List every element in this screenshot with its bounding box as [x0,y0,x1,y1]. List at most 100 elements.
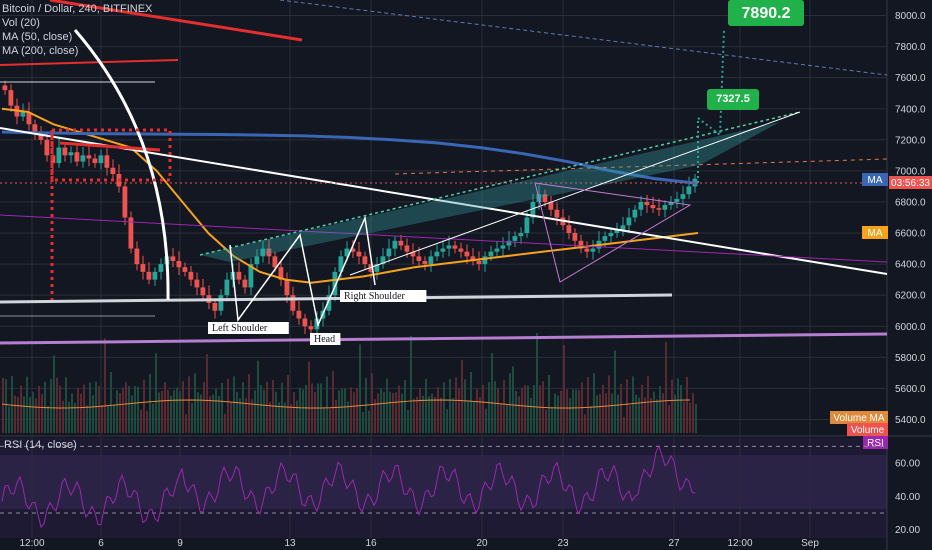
candle-body [86,155,92,159]
candle-body [626,217,632,226]
indicator-ma200[interactable]: MA (200, close) [2,45,79,57]
price-tick-label: 7600.0 [895,73,926,84]
volume-bar [329,408,331,433]
volume-bar [53,355,55,433]
volume-bar [212,394,214,433]
volume-bar [461,359,463,433]
candle-body [170,256,176,261]
volume-bar [326,376,328,433]
volume-bar [527,385,529,433]
volume-bar [185,414,187,433]
candle-body [440,248,446,252]
time-tick-label: 27 [668,538,680,549]
candle-body [572,233,578,241]
candle-body [416,256,422,261]
volume-bar [605,393,607,433]
candle-body [584,248,590,252]
candle-body [494,248,500,252]
volume-bar [647,376,649,433]
volume-bar [644,397,646,433]
rsi-badge: RSI [867,438,884,449]
volume-bar [353,392,355,433]
label-left-shoulder-box [208,322,289,334]
candle-body [338,256,344,272]
candle-body [398,240,404,246]
volume-bar [611,393,613,433]
volume-bar [566,389,568,433]
volume-bar [281,382,283,433]
candle-body [146,271,152,280]
volume-bar [506,404,508,433]
volume-bar [203,382,205,433]
candle-body [668,201,674,206]
pink-triangle [534,182,692,283]
candle-body [308,326,314,330]
time-tick-label: 12:00 [19,538,44,549]
volume-bar [650,398,652,433]
volume-bar [164,382,166,433]
candle-body [506,240,512,246]
volume-bar [275,391,277,433]
candle-body [380,256,386,265]
candle-body [452,245,458,249]
price-pane-bg [0,0,887,435]
candle-body [488,251,494,257]
volume-bar [692,393,694,433]
target-high-label-box [728,0,804,26]
volume-bar [77,388,79,433]
head-shoulders-pattern [229,215,376,328]
time-tick-label: Sep [801,538,819,549]
volume-bar [149,374,151,433]
volume-bar [467,400,469,433]
volume-bar [95,381,97,433]
chart-legend: Bitcoin / Dollar, 240, BITFINEX Vol (20)… [2,2,152,58]
time-tick-label: 12:00 [727,538,752,549]
price-tick-label: 6000.0 [895,322,926,333]
volume-ma-badge: Volume MA [833,413,884,424]
chart-title: Bitcoin / Dollar, 240, BITFINEX [2,3,153,15]
volume-bar [80,393,82,433]
volume-bar [158,392,160,433]
wedge-lower-line [349,111,801,276]
volume-bar [413,398,415,433]
candle-body [80,155,86,162]
price-tick-label: 7400.0 [895,104,926,115]
candle-body [428,256,434,265]
volume-bar [59,385,61,433]
price-tick-label: 6200.0 [895,291,926,302]
candle-body [350,248,356,252]
volume-bar [626,379,628,433]
rsi-label[interactable]: RSI (14, close) [4,439,77,451]
volume-bar [71,393,73,433]
candle-body [458,248,464,252]
candle-body [296,310,302,319]
volume-bar [686,376,688,433]
volume-bar [104,338,106,433]
volume-bar [41,394,43,433]
volume-bar [680,385,682,433]
candle-body [290,295,296,311]
candle-body [266,248,272,257]
volume-bar [446,409,448,433]
volume-bar [689,402,691,433]
volume-bar [617,394,619,433]
volume-bar [449,378,451,433]
volume-bar [356,387,358,433]
volume-bar [635,394,637,433]
indicator-volume[interactable]: Vol (20) [2,17,40,29]
volume-bar [524,385,526,433]
time-tick-label: 13 [284,538,296,549]
volume-bar [419,388,421,433]
indicator-ma50[interactable]: MA (50, close) [2,31,73,43]
volume-bar [455,377,457,433]
countdown-badge-box [889,176,932,189]
candle-body [68,152,74,156]
volume-bar [323,407,325,433]
volume-bar [284,402,286,433]
volume-bar [335,399,337,433]
price-tick-label: 5600.0 [895,384,926,395]
candle-body [254,256,260,265]
volume-bar [233,376,235,433]
